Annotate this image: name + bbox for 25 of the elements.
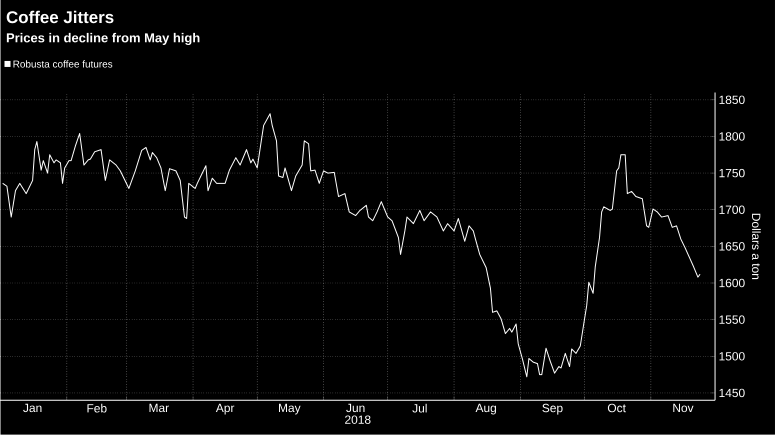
- y-tick-label: 1650: [719, 242, 745, 251]
- x-axis-title: 2018: [345, 416, 371, 424]
- x-tick-label: Oct: [608, 404, 626, 412]
- x-tick-label: Apr: [216, 404, 234, 415]
- chart-subtitle: Prices in decline from May high: [6, 33, 200, 46]
- x-tick-label: Nov: [673, 404, 694, 412]
- x-tick-label: Feb: [87, 404, 107, 413]
- y-tick-label: 1550: [719, 316, 745, 324]
- y-tick-label: 1750: [719, 168, 745, 178]
- y-tick-label: 1450: [719, 388, 745, 398]
- x-tick-label: Mar: [150, 404, 169, 412]
- legend-label: Robusta coffee futures: [14, 60, 112, 68]
- y-axis-title: Dollars a ton: [752, 214, 761, 280]
- chart-title: Coffee Jitters: [6, 10, 114, 24]
- x-tick-label: Jan: [23, 404, 42, 412]
- x-tick-label: Jun: [346, 404, 364, 412]
- y-tick-label: 1850: [719, 96, 745, 104]
- y-tick-label: 1600: [719, 278, 745, 288]
- x-tick-label: Sep: [542, 404, 563, 415]
- y-tick-label: 1500: [719, 352, 745, 361]
- x-tick-label: Aug: [476, 404, 496, 415]
- x-tick-label: Jul: [412, 404, 427, 413]
- y-tick-label: 1700: [719, 206, 745, 214]
- x-tick-label: May: [279, 404, 301, 415]
- y-tick-label: 1800: [719, 132, 745, 141]
